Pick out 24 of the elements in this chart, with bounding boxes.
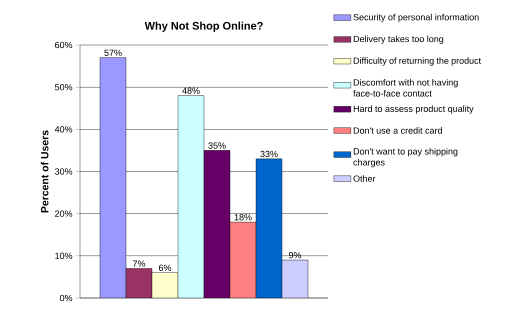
y-tick-label: 40% <box>54 126 72 133</box>
legend-label: Don't want to pay shipping charges <box>353 148 458 168</box>
y-tick-label: 60% <box>55 42 72 48</box>
data-label: 35% <box>208 142 226 149</box>
y-tick-label: 20% <box>55 210 72 217</box>
data-label: 33% <box>260 150 278 158</box>
legend-label: Don't use a credit card <box>354 127 442 134</box>
chart-title: Why Not Shop Online? <box>144 22 263 32</box>
y-tick-label: 0% <box>60 294 72 302</box>
legend-label: Difficulty of returning the product <box>354 57 481 66</box>
y-tick-label: 50% <box>54 84 72 90</box>
data-label: 57% <box>104 50 122 56</box>
y-tick-label: 30% <box>54 168 72 175</box>
data-label: 7% <box>132 260 146 267</box>
legend-label: Other <box>353 175 376 182</box>
legend-label: Delivery takes too long <box>354 36 444 44</box>
legend-label: Security of personal information <box>353 14 479 22</box>
y-tick-label: 10% <box>55 252 72 260</box>
data-label: 18% <box>234 214 252 220</box>
data-label: 48% <box>182 88 200 94</box>
y-axis-title: Percent of Users <box>40 130 48 212</box>
data-label: 6% <box>158 264 172 272</box>
legend-label: Discomfort with not having face-to-face contact <box>353 79 458 97</box>
legend-label: Hard to assess product quality <box>354 105 474 114</box>
